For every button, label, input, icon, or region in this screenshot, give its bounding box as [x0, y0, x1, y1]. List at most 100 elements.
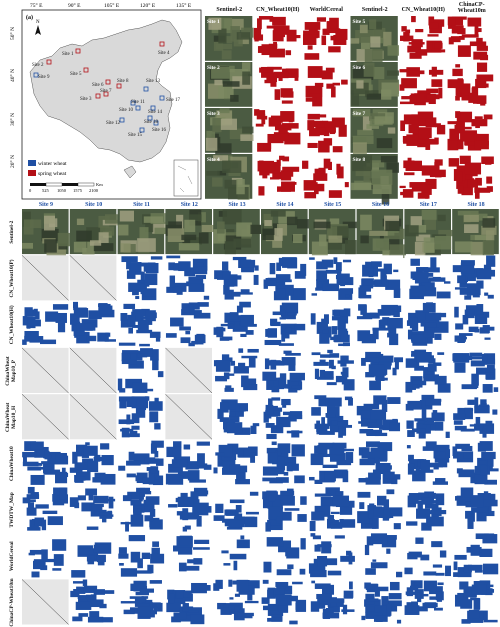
bottom-grid-cell [261, 209, 311, 255]
top-grid-cell [302, 16, 350, 61]
map-site-label: Site 4 [158, 51, 170, 56]
bottom-grid-cell [117, 440, 165, 486]
bottom-grid-cell [261, 533, 308, 579]
top-grid-cell [399, 62, 447, 107]
top-grid-cell [302, 62, 350, 107]
bottom-column-header: Site 16 [372, 202, 389, 208]
lat-tick: 40° N [9, 69, 16, 82]
bottom-column-header: Site 10 [85, 202, 102, 208]
bottom-grid-cell [356, 301, 404, 347]
bottom-grid-cell [213, 301, 260, 347]
top-site-label: Site 4 [207, 157, 220, 163]
bottom-grid-cell [21, 255, 69, 301]
bottom-grid-cell [213, 579, 260, 625]
top-column-header: CN_Wheat10(H) [402, 6, 445, 13]
bottom-grid-cell [213, 255, 260, 301]
bottom-grid-cell [261, 579, 308, 625]
bottom-grid-cell [69, 486, 117, 532]
bottom-grid-cell [356, 440, 404, 486]
map-site-label: Site 16 [152, 128, 167, 133]
bottom-grid-cell [22, 486, 69, 532]
top-comparison-grid: Sentinel-2 CN_Wheat10(H) WorldCereal Sentin… [205, 2, 495, 205]
bottom-grid-cell [308, 255, 356, 301]
bottom-grid-cell [404, 579, 451, 625]
bottom-grid-cell [165, 579, 212, 625]
bottom-row-header: CN_Wheat10(H) [8, 305, 15, 344]
bottom-grid-cell [261, 394, 308, 440]
bottom-column-header: Site 12 [181, 202, 198, 208]
top-grid-cell [205, 154, 253, 200]
bottom-grid-cell [356, 579, 404, 625]
bottom-grid-cell [261, 486, 308, 532]
bottom-grid-cell [69, 209, 122, 255]
bottom-grid-cell [308, 394, 356, 440]
top-grid-cell [447, 16, 495, 61]
map-site-label: Site 11 [131, 100, 145, 105]
bottom-grid-cell [261, 255, 308, 301]
bottom-grid-cell [308, 486, 356, 532]
map-site-label: Site 6 [92, 83, 104, 88]
bottom-grid-cell [404, 347, 451, 393]
bottom-grid-cell [22, 440, 69, 486]
bottom-row-header: ChinaCP-Wheat10m [9, 578, 15, 627]
bottom-grid-cell [165, 255, 212, 301]
bottom-grid-cell [452, 255, 499, 301]
bottom-grid-cell [165, 347, 213, 394]
bottom-grid-cell [117, 394, 165, 440]
bottom-grid-cell [165, 301, 212, 347]
bottom-column-header: Site 17 [420, 202, 437, 208]
top-column-header: CN_Wheat10(H) [256, 6, 299, 13]
bottom-grid-cell [261, 301, 308, 347]
top-site-label: Site 1 [207, 19, 220, 25]
bottom-grid-cell [404, 440, 451, 486]
bottom-row-header: CN_Wheat10(P) [8, 259, 15, 297]
bottom-grid-cell [21, 394, 69, 440]
site-markers: Site 1 Site 2 Site 3 Site 4 Site 5 Site … [32, 41, 181, 138]
bottom-grid-cell [117, 486, 165, 532]
scale-tick: 525 [42, 188, 50, 193]
top-grid-cell [350, 16, 404, 64]
bottom-grid-cell [117, 255, 165, 301]
bottom-grid-cell [117, 209, 169, 255]
top-grid-cell [253, 16, 301, 61]
top-site-label: Site 3 [207, 111, 220, 117]
bottom-grid-cell [165, 533, 212, 579]
top-grid-cell [399, 16, 447, 61]
bottom-grid-cell [117, 533, 165, 579]
scale-unit: Km [96, 182, 103, 187]
bottom-grid-cell [261, 347, 308, 393]
bottom-row-header: TWDTW_Map [9, 492, 15, 527]
top-column-header: Sentinel-2 [362, 7, 388, 13]
top-grid-cell [350, 154, 403, 205]
lat-tick: 30° N [9, 113, 16, 126]
bottom-grid-cell [165, 440, 212, 486]
bottom-grid-cell [165, 486, 212, 532]
bottom-grid-cell [308, 533, 356, 579]
top-site-label: Site 8 [353, 157, 366, 163]
bottom-grid-cell [308, 301, 356, 347]
bottom-grid-cell [452, 533, 499, 579]
bottom-grid-cell [452, 486, 499, 532]
bottom-column-header: Site 9 [39, 202, 53, 208]
lon-tick: 90° E [68, 2, 81, 9]
bottom-comparison-grid: Site 9 Site 10 Site 11 Site 12 Site 13 Site 1… [5, 202, 499, 627]
map-site-label: Site 13 [146, 79, 161, 84]
bottom-grid-cell [308, 347, 356, 393]
bottom-column-header: Site 18 [468, 202, 485, 208]
bottom-grid-cell [213, 486, 260, 532]
bottom-grid-cell [356, 347, 404, 393]
bottom-grid-cell [117, 347, 165, 393]
bottom-grid-cell [213, 394, 260, 440]
legend-label: spring wheat [38, 171, 67, 177]
top-grid-cell [447, 108, 495, 153]
map-site-label: Site 18 [144, 120, 159, 125]
bottom-grid-cell [69, 255, 117, 301]
lat-tick: 50° N [9, 27, 16, 40]
top-grid-cell [253, 62, 301, 107]
bottom-row-header: WorldCereal [9, 541, 15, 571]
map-site-label: Site 17 [166, 98, 181, 103]
bottom-grid-cell [213, 533, 260, 579]
bottom-column-header: Site 15 [324, 202, 341, 208]
bottom-column-header: Site 11 [133, 202, 150, 208]
north-label: N [36, 20, 40, 25]
